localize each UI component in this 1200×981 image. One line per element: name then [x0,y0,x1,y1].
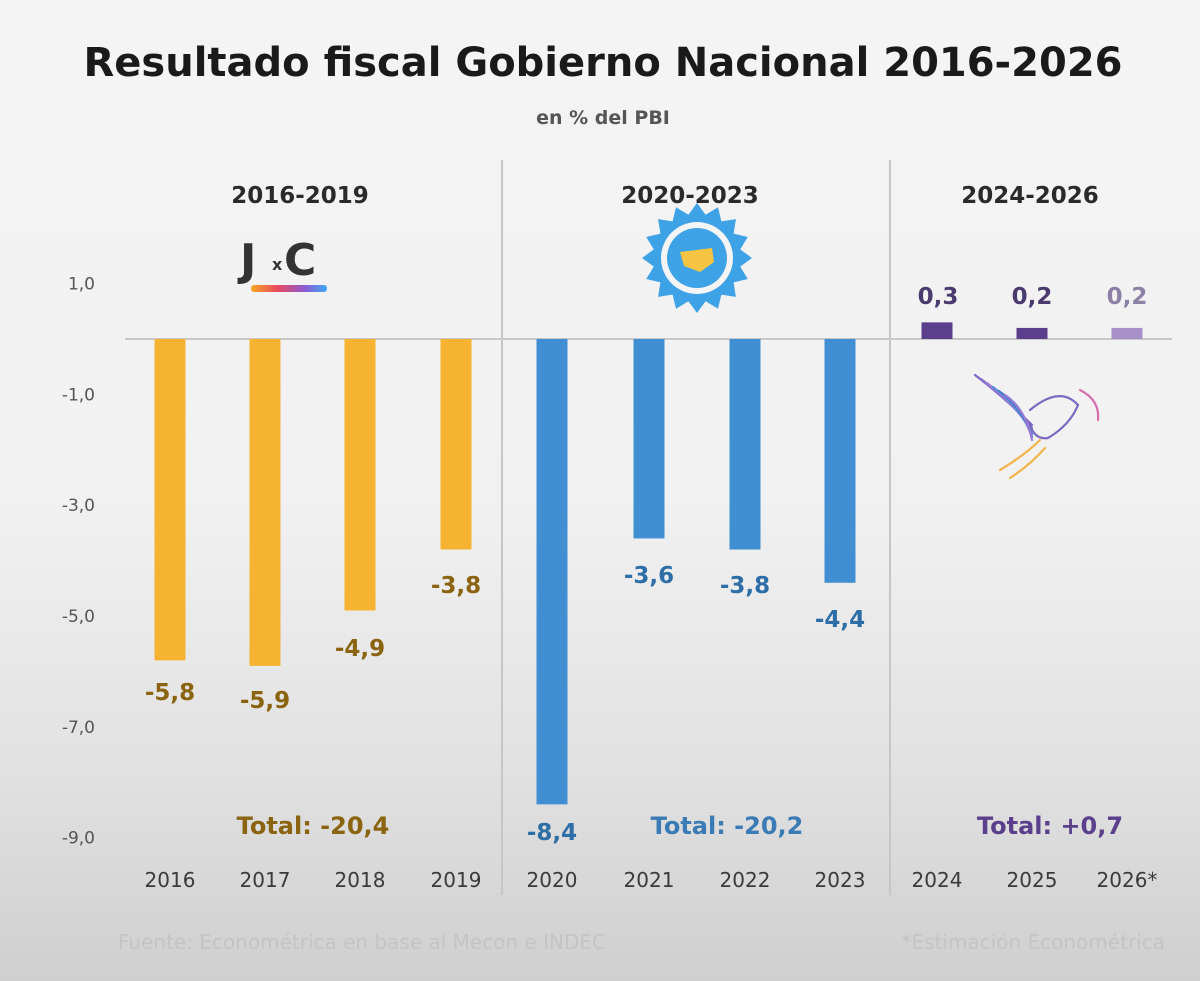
group-header-label: 2024-2026 [961,183,1099,209]
x-axis: 2016 2017 2018 2019 2020 2021 2022 2023 2024 2025… [145,868,1158,892]
source-note: Fuente: Econométrica en base al Mecon e … [118,930,606,954]
group-total: Total: +0,7 [977,812,1123,840]
y-axis: 1,0 -1,0 -3,0 -5,0 -7,0 -9,0 [62,275,1172,849]
bars [154,322,1143,805]
bar-2021 [633,339,665,539]
x-tick-label: 2021 [624,868,675,892]
x-tick-label: 2024 [912,868,963,892]
bar-2020 [536,339,568,805]
y-tick-label: -1,0 [62,385,95,405]
x-tick-label: 2026* [1097,868,1158,892]
jxc-logo-j: J [237,235,256,286]
bar-2025 [1016,327,1048,339]
value-labels: -5,8 -5,9 -4,9 -3,8 -8,4 -3,6 -3,8 -4,4 0,3 0,2 0,… [145,284,1148,846]
value-label-2016: -5,8 [145,680,195,706]
jxc-logo-x: x [272,255,283,274]
eagle-tail [1078,388,1100,422]
x-tick-label: 2022 [720,868,771,892]
bar-2019 [440,339,472,550]
estimate-note: *Estimación Econométrica [902,930,1165,954]
y-tick-label: -5,0 [62,607,95,627]
group-total: Total: -20,4 [237,812,390,840]
y-tick-label: 1,0 [68,275,95,295]
value-label-2022: -3,8 [720,573,770,599]
jxc-logo-c: C [284,235,316,286]
value-label-2020: -8,4 [527,820,577,846]
bar-2024 [921,322,953,339]
chart-subtitle: en % del PBI [536,107,670,129]
bar-2018 [344,339,376,611]
dividers [501,160,891,895]
y-tick-label: -9,0 [62,829,95,849]
bar-2026* [1111,327,1143,339]
x-tick-label: 2018 [335,868,386,892]
value-label-2023: -4,4 [815,607,865,633]
value-label-2018: -4,9 [335,636,385,662]
eagle-talons [998,438,1047,480]
value-label-2025: 0,2 [1012,284,1053,310]
value-label-2026*: 0,2 [1107,284,1148,310]
y-tick-label: -7,0 [62,718,95,738]
eagle-logo [973,373,1100,480]
x-tick-label: 2020 [527,868,578,892]
x-tick-label: 2016 [145,868,196,892]
eagle-wing-stroke [1003,393,1034,442]
x-tick-label: 2017 [240,868,291,892]
bar-2017 [249,339,281,666]
group-total: Total: -20,2 [651,812,804,840]
totals: Total: -20,4 Total: -20,2 Total: +0,7 [237,812,1123,840]
value-label-2024: 0,3 [918,284,959,310]
jxc-logo-underline [251,285,327,292]
sun-logo-map [680,248,714,272]
chart-title: Resultado fiscal Gobierno Nacional 2016-… [83,40,1122,86]
value-label-2019: -3,8 [431,573,481,599]
x-tick-label: 2025 [1007,868,1058,892]
y-tick-label: -3,0 [62,496,95,516]
bar-2016 [154,339,186,661]
group-headers: 2016-2019 2020-2023 2024-2026 [231,183,1099,209]
bar-2023 [824,339,856,583]
x-tick-label: 2019 [431,868,482,892]
value-label-2021: -3,6 [624,563,674,589]
eagle-head [1028,395,1080,440]
value-label-2017: -5,9 [240,688,290,714]
bar-2022 [729,339,761,550]
group-header-label: 2020-2023 [621,183,759,209]
group-header-label: 2016-2019 [231,183,369,209]
x-tick-label: 2023 [815,868,866,892]
